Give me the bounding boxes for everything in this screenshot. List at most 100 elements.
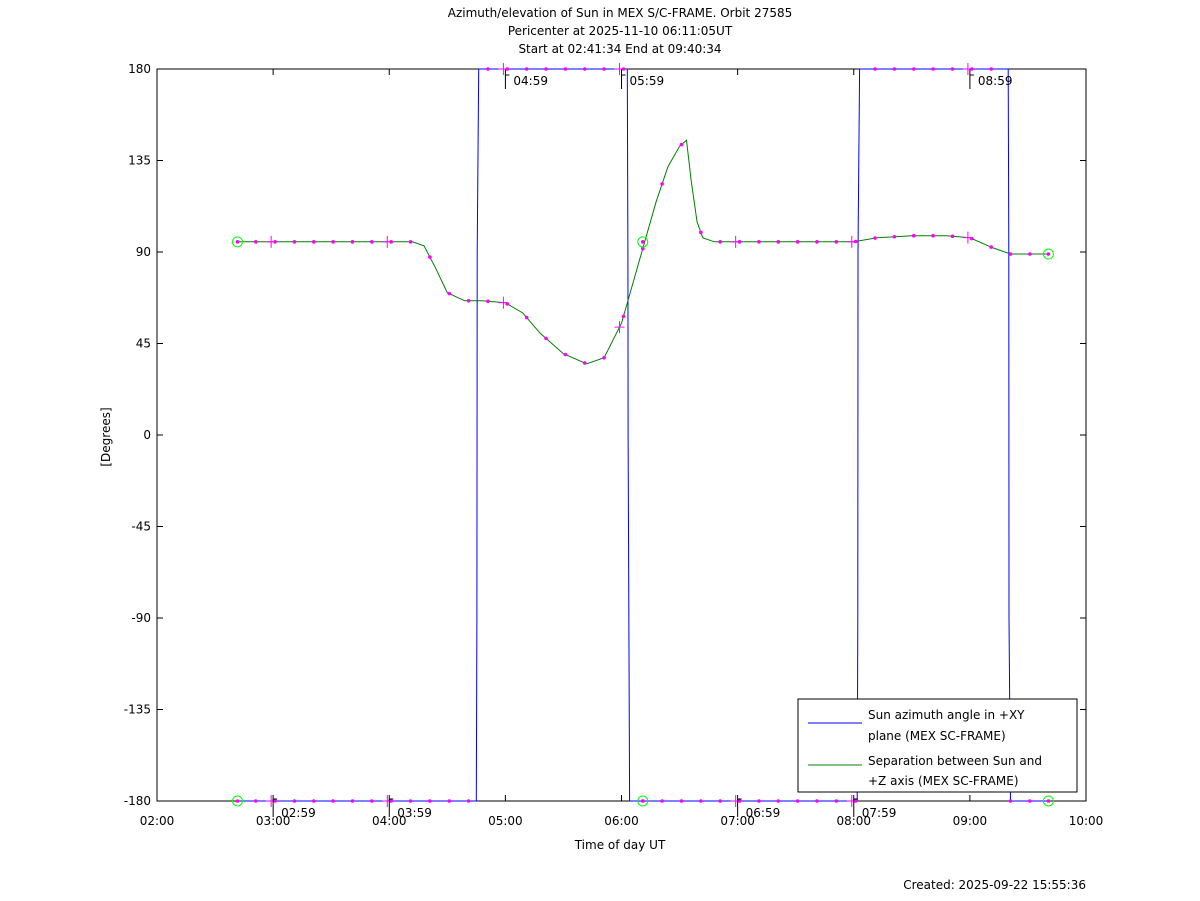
orbit-point-marker-dot: [1046, 252, 1051, 256]
x-tick-label: 02:00: [140, 814, 175, 828]
azimuth-marker: [699, 799, 703, 803]
orbit-point-marker: [231, 236, 243, 248]
separation-marker: [563, 352, 568, 357]
orbit-point-marker-dot: [640, 240, 645, 244]
azimuth-marker: [911, 67, 916, 71]
azimuth-marker: [544, 67, 548, 71]
y-tick-label: 0: [143, 428, 151, 442]
separation-marker: [950, 234, 955, 239]
separation-marker: [873, 236, 877, 240]
separation-marker: [331, 240, 335, 244]
plot-area: [156, 68, 1087, 802]
legend-label-separation-2: +Z axis (MEX SC-FRAME): [868, 774, 1019, 788]
y-tick-label: 180: [128, 62, 151, 76]
separation-marker: [718, 240, 723, 244]
separation-marker: [350, 240, 355, 244]
separation-marker: [931, 233, 935, 238]
azimuth-marker: [370, 799, 374, 803]
separation-marker: [776, 240, 781, 244]
y-tick-label: 45: [136, 337, 151, 351]
separation-marker: [311, 240, 316, 244]
time-annotation-label: 06:59: [746, 806, 781, 820]
azimuth-marker: [602, 67, 606, 71]
chart-title-line-3: Start at 02:41:34 End at 09:40:34: [518, 42, 721, 56]
x-tick-label: 03:00: [256, 814, 291, 828]
separation-marker: [911, 233, 916, 238]
x-tick-label: 04:00: [372, 814, 407, 828]
orbit-point-marker: [1042, 795, 1054, 807]
separation-marker: [602, 355, 606, 360]
azimuth-marker: [931, 67, 935, 71]
separation-marker: [1008, 252, 1013, 256]
azimuth-marker: [486, 67, 490, 71]
separation-marker: [253, 240, 258, 244]
azimuth-marker: [757, 799, 761, 803]
azimuth-marker: [311, 799, 316, 803]
orbit-point-marker-dot: [235, 240, 240, 244]
separation-marker: [466, 299, 471, 303]
time-annotation-label: 03:59: [397, 806, 432, 820]
x-tick-label: 07:00: [720, 814, 755, 828]
separation-marker: [989, 245, 993, 249]
legend-label-azimuth-1: Sun azimuth angle in +XY: [868, 708, 1025, 722]
separation-marker: [292, 240, 297, 244]
azimuth-marker: [873, 67, 877, 71]
y-tick-label: -180: [124, 794, 151, 808]
orbit-point-marker-dot: [1046, 799, 1051, 803]
separation-marker: [447, 291, 452, 296]
azimuth-marker: [408, 799, 413, 803]
x-tick-label: 10:00: [1069, 814, 1104, 828]
separation-marker: [408, 240, 413, 244]
azimuth-marker: [989, 67, 993, 71]
y-tick-label: 90: [136, 245, 151, 259]
created-timestamp: Created: 2025-09-22 15:55:36: [903, 878, 1086, 892]
time-annotation-label: 05:59: [630, 74, 665, 88]
chart-title-line-1: Azimuth/elevation of Sun in MEX S/C-FRAM…: [448, 6, 793, 20]
separation-marker: [486, 299, 490, 304]
time-annotation-label: 08:59: [978, 74, 1013, 88]
y-tick-label: -90: [131, 611, 151, 625]
separation-marker: [757, 240, 761, 244]
y-tick-label: -135: [124, 703, 151, 717]
azimuth-marker: [447, 799, 452, 803]
y-tick-label: -45: [131, 520, 151, 534]
orbit-point-marker: [231, 795, 243, 807]
time-annotations: 02:59 03:59 04:59 05:59 06:59 07:59 08:59: [272, 74, 1013, 820]
y-axis-label: [Degrees]: [99, 407, 113, 466]
azimuth-marker: [331, 799, 335, 803]
orbit-point-marker: [1042, 248, 1054, 260]
series-lines: [237, 68, 1049, 802]
azimuth-marker: [950, 67, 955, 71]
series-line-separation: [237, 139, 1049, 365]
separation-marker: [1028, 252, 1032, 256]
legend-label-separation-1: Separation between Sun and: [868, 754, 1042, 768]
separation-marker: [834, 240, 839, 244]
separation-marker: [699, 230, 703, 235]
x-tick-labels: 02:00 03:00 04:00 05:00 06:00 07:00 08:00 09:00…: [140, 814, 1104, 828]
separation-marker: [428, 255, 432, 259]
legend: Sun azimuth angle in +XY plane (MEX SC-F…: [797, 698, 1078, 793]
azimuth-marker: [660, 799, 664, 803]
azimuth-marker: [776, 799, 781, 803]
azimuth-marker: [679, 799, 684, 803]
separation-marker: [544, 336, 548, 341]
y-tick-label: 135: [128, 154, 151, 168]
legend-label-azimuth-2: plane (MEX SC-FRAME): [868, 729, 1006, 743]
x-tick-label: 08:00: [836, 814, 871, 828]
y-tick-labels: 180 135 90 45 0 -45 -90 -135 -180: [124, 62, 151, 808]
azimuth-marker: [892, 67, 897, 71]
x-tick-label: 05:00: [488, 814, 523, 828]
time-annotation-label: 07:59: [862, 806, 897, 820]
separation-marker: [815, 240, 819, 244]
orbit-point-marker-dot: [640, 799, 645, 803]
azimuth-marker: [718, 799, 723, 803]
series-markers: [231, 63, 1054, 807]
separation-marker: [795, 240, 800, 244]
azimuth-marker: [1028, 799, 1032, 803]
azimuth-marker: [834, 799, 839, 803]
separation-marker: [892, 234, 897, 239]
legend-box: [797, 698, 1078, 793]
azimuth-marker: [350, 799, 355, 803]
orbit-point-marker: [637, 795, 649, 807]
